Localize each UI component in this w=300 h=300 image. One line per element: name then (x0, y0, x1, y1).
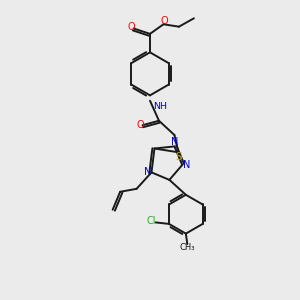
Text: N: N (171, 137, 178, 147)
Text: N: N (144, 167, 151, 177)
Text: CH₃: CH₃ (180, 242, 195, 251)
Text: O: O (160, 16, 168, 26)
Text: N: N (183, 160, 191, 170)
Text: Cl: Cl (146, 216, 156, 226)
Text: O: O (136, 120, 144, 130)
Text: O: O (128, 22, 135, 32)
Text: S: S (176, 152, 182, 162)
Text: NH: NH (154, 102, 168, 111)
